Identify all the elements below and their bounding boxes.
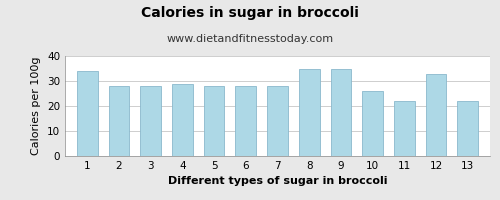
Bar [394,101,414,156]
Text: www.dietandfitnesstoday.com: www.dietandfitnesstoday.com [166,34,334,44]
Bar [140,86,161,156]
Bar [299,68,320,156]
Bar [204,86,225,156]
Bar [458,101,478,156]
Bar [77,71,98,156]
Bar [172,84,193,156]
Bar [426,73,446,156]
Bar [330,68,351,156]
X-axis label: Different types of sugar in broccoli: Different types of sugar in broccoli [168,176,387,186]
Bar [108,86,129,156]
Bar [236,86,256,156]
Y-axis label: Calories per 100g: Calories per 100g [32,57,42,155]
Bar [362,91,383,156]
Bar [267,86,288,156]
Text: Calories in sugar in broccoli: Calories in sugar in broccoli [141,6,359,20]
